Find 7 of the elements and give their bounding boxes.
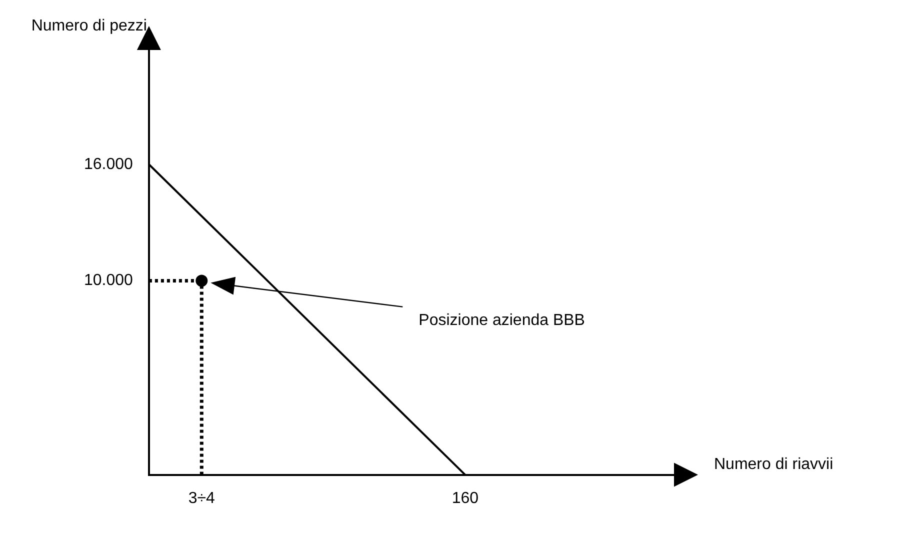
- x-tick-label: 160: [452, 490, 479, 507]
- y-axis-title: Numero di pezzi: [31, 17, 147, 34]
- x-axis-title: Numero di riavvii: [714, 456, 834, 474]
- y-tick-label: 10.000: [84, 272, 134, 290]
- x-tick-label: 3÷4: [188, 490, 216, 507]
- annotation: Posizione azienda BBB: [418, 312, 585, 330]
- y-tick-label: 16.000: [84, 156, 134, 173]
